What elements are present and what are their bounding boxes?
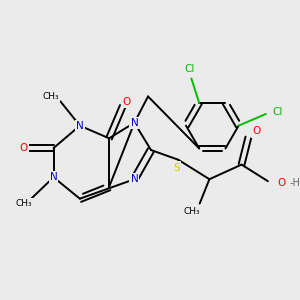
Text: O: O	[19, 143, 28, 153]
Text: N: N	[130, 118, 138, 128]
Text: O: O	[252, 127, 260, 136]
Text: CH₃: CH₃	[15, 199, 32, 208]
Text: O: O	[122, 97, 131, 107]
Text: -H: -H	[289, 178, 300, 188]
Text: N: N	[76, 121, 84, 131]
Text: CH₃: CH₃	[184, 207, 200, 216]
Text: N: N	[130, 174, 138, 184]
Text: Cl: Cl	[184, 64, 195, 74]
Text: O: O	[277, 178, 286, 188]
Text: CH₃: CH₃	[42, 92, 59, 101]
Text: N: N	[50, 172, 57, 182]
Text: S: S	[173, 163, 180, 172]
Text: Cl: Cl	[272, 107, 283, 117]
